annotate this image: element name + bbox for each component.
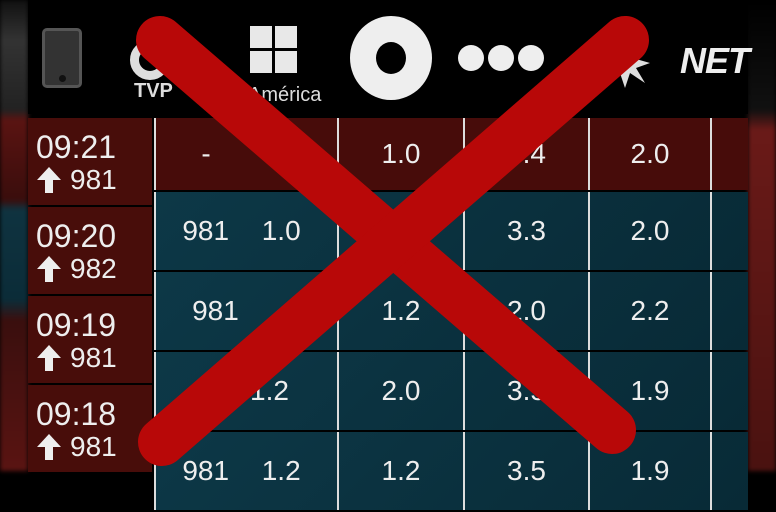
- cell-2: 2.0: [337, 352, 463, 430]
- time-value: 981: [70, 342, 117, 373]
- time-value: 981: [70, 431, 117, 462]
- red-cross-overlay: [136, 16, 649, 466]
- time-label: 09:21: [36, 129, 117, 165]
- ratings-row[interactable]: 981 1.0 3.3 2.0: [154, 192, 748, 270]
- cell-value: 2.2: [630, 295, 670, 326]
- cell-value: 2.0: [381, 375, 421, 406]
- net-logo[interactable]: NET: [680, 40, 750, 81]
- cell-value: 1.2: [381, 295, 421, 326]
- cell-1: 981: [154, 272, 337, 350]
- cell-value: 1.9: [630, 375, 670, 406]
- cell-value: 2.0: [630, 215, 670, 246]
- time-row[interactable]: 09:20 982: [28, 207, 152, 294]
- three-dots-logo[interactable]: [458, 45, 544, 71]
- cell-4: 2.0: [588, 118, 710, 190]
- cell-value: 1.0: [381, 138, 421, 169]
- time-label: 09:20: [36, 218, 117, 254]
- cell-6: [710, 118, 748, 190]
- cell-6: [710, 352, 748, 430]
- cell-value: 981: [192, 295, 239, 326]
- cell-value: 2.0: [630, 138, 670, 169]
- cell-1: -: [154, 118, 337, 190]
- arrow-up-icon: [36, 345, 62, 371]
- cell-2: [337, 192, 463, 270]
- cell-4: 2.0: [588, 192, 710, 270]
- phone-icon[interactable]: [42, 28, 82, 88]
- cell-value: 981: [182, 215, 230, 246]
- arrow-up-icon: [36, 167, 62, 193]
- time-row[interactable]: 09:18 981: [28, 385, 152, 472]
- cell-value: 1.0: [261, 215, 301, 246]
- cell-1: 981 1.0: [154, 192, 337, 270]
- cell-2: 1.0: [337, 118, 463, 190]
- time-row[interactable]: 09:21 981: [28, 118, 152, 205]
- cell-3: 3.3: [463, 192, 588, 270]
- right-blurred-edge: [748, 0, 776, 471]
- cross-stroke: [138, 16, 649, 466]
- cell-4: 2.2: [588, 272, 710, 350]
- cell-6: [710, 272, 748, 350]
- left-blurred-edge: [0, 0, 28, 471]
- cell-value: 3.3: [507, 215, 546, 246]
- time-label: 09:19: [36, 307, 117, 343]
- arrow-up-icon: [36, 434, 62, 460]
- cell-value: -: [201, 138, 211, 169]
- time-value: 981: [70, 164, 117, 195]
- time-value: 982: [70, 253, 117, 284]
- time-label: 09:18: [36, 396, 117, 432]
- arrow-up-icon: [36, 256, 62, 282]
- time-column: 09:21 981 09:20 982 09:19 981 09:18 981: [28, 118, 152, 474]
- tvp-label: TVP: [134, 80, 173, 102]
- cell-6: [710, 192, 748, 270]
- time-row[interactable]: 09:19 981: [28, 296, 152, 383]
